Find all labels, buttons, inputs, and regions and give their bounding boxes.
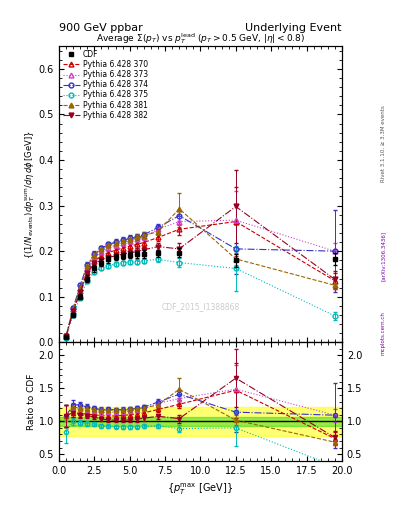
Text: [arXiv:1306.3436]: [arXiv:1306.3436] [381,231,386,281]
Title: Average $\Sigma(p_T)$ vs $p_T^{\rm lead}$ ($p_T > 0.5$ GeV, $|\eta| < 0.8$): Average $\Sigma(p_T)$ vs $p_T^{\rm lead}… [96,31,305,46]
Text: 900 GeV ppbar: 900 GeV ppbar [59,23,143,33]
Y-axis label: Ratio to CDF: Ratio to CDF [27,373,36,430]
Y-axis label: $\{(1/N_{\rm events})\, dp_T^{\rm sum}/d\eta\, d\phi\, [{\rm GeV}]\}$: $\{(1/N_{\rm events})\, dp_T^{\rm sum}/d… [24,130,37,259]
Text: CDF_2015_I1388868: CDF_2015_I1388868 [161,302,240,311]
X-axis label: $\{p_T^{\rm max}\ [{\rm GeV}]\}$: $\{p_T^{\rm max}\ [{\rm GeV}]\}$ [167,481,233,497]
Text: mcplots.cern.ch: mcplots.cern.ch [381,311,386,355]
Text: Rivet 3.1.10, ≥ 3.3M events: Rivet 3.1.10, ≥ 3.3M events [381,105,386,182]
Text: Underlying Event: Underlying Event [245,23,342,33]
Legend: CDF, Pythia 6.428 370, Pythia 6.428 373, Pythia 6.428 374, Pythia 6.428 375, Pyt: CDF, Pythia 6.428 370, Pythia 6.428 373,… [61,48,149,121]
Bar [59,407,342,436]
Bar [59,417,342,426]
